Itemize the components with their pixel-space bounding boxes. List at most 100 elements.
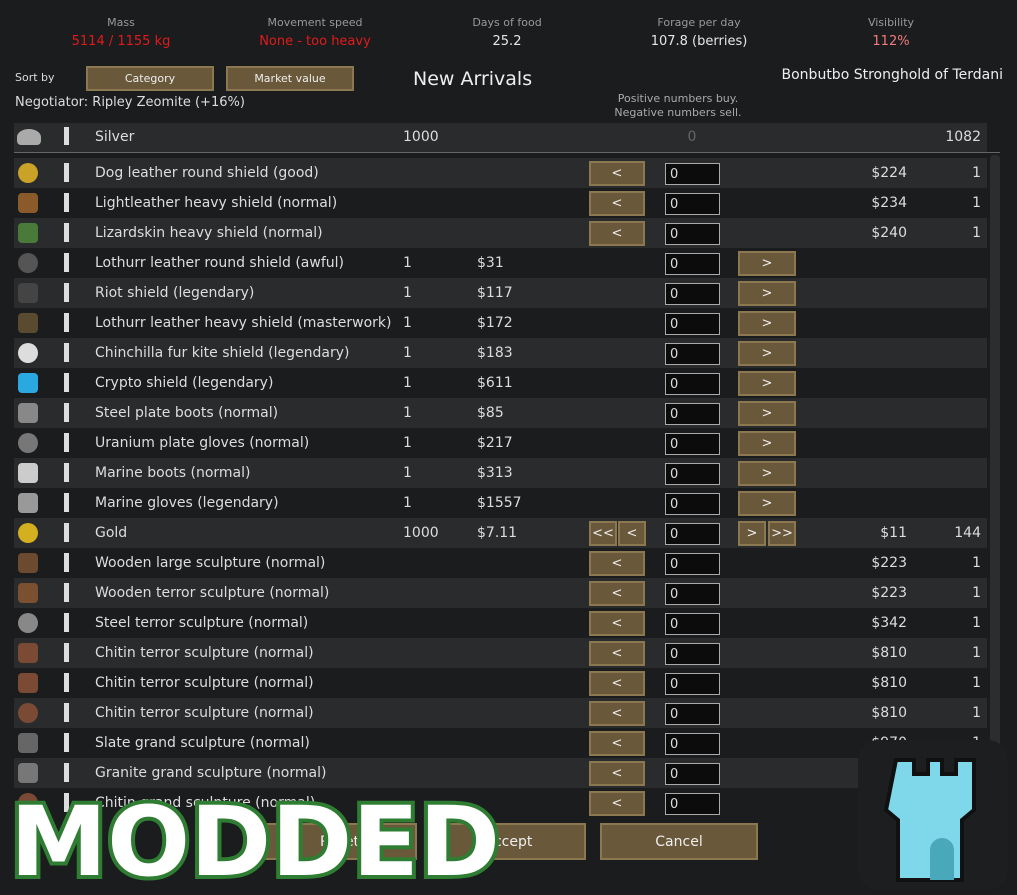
row-bg — [14, 158, 987, 188]
sell-button[interactable]: < — [589, 761, 645, 786]
info-icon — [64, 433, 69, 452]
stat-label: Forage per day — [657, 16, 741, 29]
item-name: Riot shield (legendary) — [95, 285, 255, 301]
item-name: Marine boots (normal) — [95, 465, 251, 481]
buy-button[interactable]: >> — [768, 521, 796, 546]
quantity-input[interactable]: 0 — [665, 673, 720, 695]
item-icon — [18, 523, 38, 543]
quantity-input[interactable]: 0 — [665, 493, 720, 515]
info-icon — [64, 553, 69, 572]
quantity-input[interactable]: 0 — [665, 193, 720, 215]
stat-value: 107.8 (berries) — [650, 34, 748, 49]
item-icon — [18, 283, 38, 303]
quantity-input[interactable]: 0 — [665, 703, 720, 725]
sell-button[interactable]: < — [618, 521, 646, 546]
buy-button[interactable]: > — [738, 431, 796, 456]
sell-button[interactable]: < — [589, 701, 645, 726]
hint: Negative numbers sell. — [614, 106, 742, 119]
colony-count: 1 — [403, 345, 412, 361]
quantity-input[interactable]: 0 — [665, 223, 720, 245]
trader-price: $223 — [871, 555, 907, 571]
buy-button[interactable]: > — [738, 491, 796, 516]
trader-count: 1 — [972, 615, 981, 631]
sort-label: Sort by — [15, 71, 55, 84]
quantity-input[interactable]: 0 — [665, 283, 720, 305]
item-icon — [18, 553, 38, 573]
tower-door — [930, 838, 954, 880]
quantity-input[interactable]: 0 — [665, 643, 720, 665]
quantity-input[interactable]: 0 — [665, 763, 720, 785]
colony-count: 1 — [403, 495, 412, 511]
quantity-input[interactable]: 0 — [665, 793, 720, 815]
quantity-input[interactable]: 0 — [665, 733, 720, 755]
colony-count: 1 — [403, 375, 412, 391]
quantity-input[interactable]: 0 — [665, 313, 720, 335]
trader-price: $810 — [871, 705, 907, 721]
quantity-input[interactable]: 0 — [665, 583, 720, 605]
buy-button[interactable]: > — [738, 281, 796, 306]
buy-button[interactable]: > — [738, 461, 796, 486]
colony-count: 1 — [403, 435, 412, 451]
sell-button[interactable]: < — [589, 581, 645, 606]
buy-button[interactable]: > — [738, 311, 796, 336]
quantity-input[interactable]: 0 — [665, 253, 720, 275]
quantity-input[interactable]: 0 — [665, 523, 720, 545]
trader-price: $810 — [871, 675, 907, 691]
stat-value: 112% — [872, 34, 910, 49]
buy-button[interactable]: > — [738, 521, 766, 546]
info-icon — [64, 283, 69, 302]
item-name: Granite grand sculpture (normal) — [95, 765, 327, 781]
info-icon — [64, 163, 69, 182]
info-icon — [64, 343, 69, 362]
item-name: Slate grand sculpture (normal) — [95, 735, 310, 751]
colony-price: $7.11 — [477, 525, 518, 541]
reset-button[interactable]: Reset — [262, 823, 417, 860]
info-icon — [64, 313, 69, 332]
quantity-input[interactable]: 0 — [665, 433, 720, 455]
trader-count: 1 — [972, 585, 981, 601]
info-icon — [64, 193, 69, 212]
buy-button[interactable]: > — [738, 341, 796, 366]
quantity-input[interactable]: 0 — [665, 613, 720, 635]
sell-button[interactable]: < — [589, 191, 645, 216]
sell-button[interactable]: < — [589, 161, 645, 186]
info-icon — [64, 403, 69, 422]
quantity-input[interactable]: 0 — [665, 553, 720, 575]
sell-button[interactable]: < — [589, 221, 645, 246]
cancel-button[interactable]: Cancel — [600, 823, 758, 860]
quantity-input[interactable]: 0 — [665, 343, 720, 365]
trader-count: 1 — [972, 675, 981, 691]
trader-count: 1 — [972, 225, 981, 241]
item-name: Crypto shield (legendary) — [95, 375, 274, 391]
sort-button[interactable]: Category — [86, 66, 214, 91]
sell-button[interactable]: < — [589, 551, 645, 576]
sell-button[interactable]: < — [589, 671, 645, 696]
colony-price: $172 — [477, 315, 513, 331]
sell-button[interactable]: < — [589, 731, 645, 756]
negotiator: Negotiator: Ripley Zeomite (+16%) — [15, 95, 245, 110]
sort-button[interactable]: Market value — [226, 66, 354, 91]
sell-button[interactable]: < — [589, 791, 645, 816]
buy-button[interactable]: > — [738, 371, 796, 396]
quantity-input[interactable]: 0 — [665, 403, 720, 425]
colony-price: $117 — [477, 285, 513, 301]
quantity-input[interactable]: 0 — [665, 373, 720, 395]
title: New Arrivals — [413, 68, 533, 90]
buy-button[interactable]: > — [738, 401, 796, 426]
row-bg — [14, 123, 987, 152]
stat-label: Movement speed — [267, 16, 363, 29]
item-icon — [17, 129, 41, 145]
sell-button[interactable]: < — [589, 641, 645, 666]
item-icon — [18, 343, 38, 363]
row-bg — [14, 398, 987, 428]
buy-button[interactable]: > — [738, 251, 796, 276]
item-name: Lothurr leather heavy shield (masterwork… — [95, 315, 392, 331]
item-icon — [18, 463, 38, 483]
quantity-input[interactable]: 0 — [665, 163, 720, 185]
sell-button[interactable]: < — [589, 611, 645, 636]
accept-button[interactable]: Accept — [431, 823, 586, 860]
quantity-input[interactable]: 0 — [665, 463, 720, 485]
hint: Positive numbers buy. — [617, 92, 739, 105]
sell-button[interactable]: << — [589, 521, 617, 546]
item-name: Chitin grand sculpture (normal) — [95, 795, 316, 811]
